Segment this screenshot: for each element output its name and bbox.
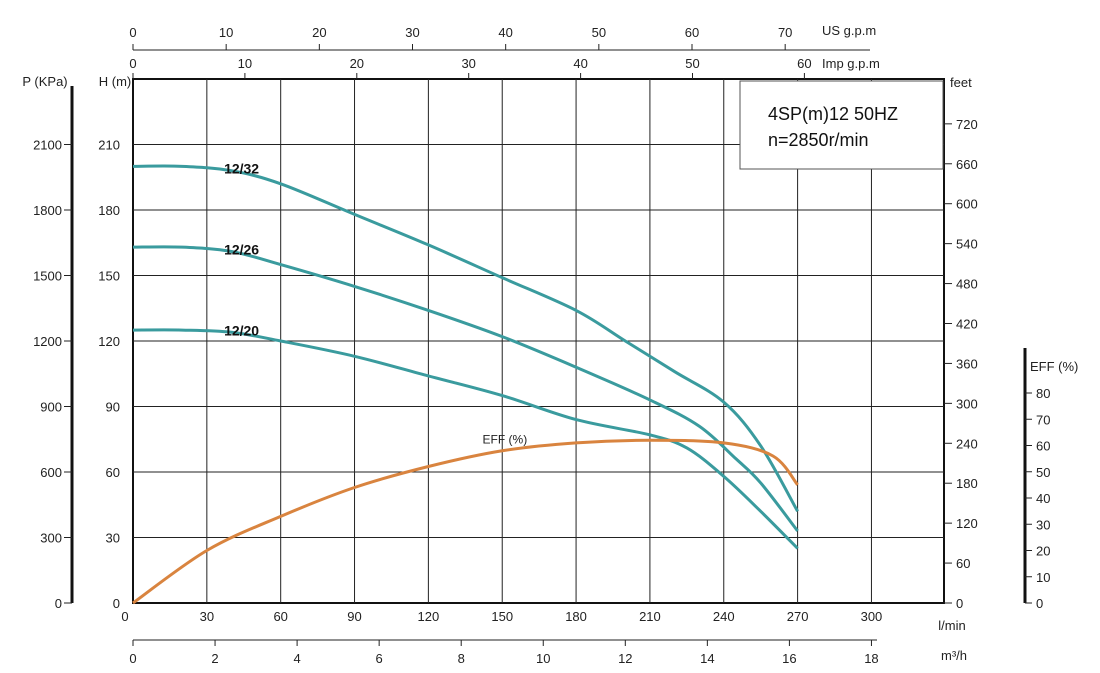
feet-tick-label: 120 <box>956 516 978 531</box>
pressure-tick-label: 900 <box>40 400 62 415</box>
info-box-frame <box>739 80 944 170</box>
us-gpm-tick-label: 30 <box>405 25 419 40</box>
pressure-tick-label: 1800 <box>33 203 62 218</box>
us-gpm-tick-label: 0 <box>129 25 136 40</box>
us-gpm-tick-label: 20 <box>312 25 326 40</box>
feet-tick-label: 360 <box>956 356 978 371</box>
imp-gpm-tick-label: 10 <box>238 56 252 71</box>
eff-tick-label: 50 <box>1036 465 1050 480</box>
imp-gpm-tick-label: 50 <box>685 56 699 71</box>
feet-tick-label: 420 <box>956 316 978 331</box>
x-tick-label-lpm: 0 <box>121 609 128 624</box>
us-gpm-tick-label: 50 <box>592 25 606 40</box>
x-tick-label-lpm: 120 <box>418 609 440 624</box>
feet-tick-label: 720 <box>956 117 978 132</box>
m3h-tick-label: 18 <box>864 651 878 666</box>
eff-tick-label: 40 <box>1036 491 1050 506</box>
m3h-tick-label: 8 <box>458 651 465 666</box>
curve-eff <box>132 438 799 605</box>
m3h-tick-label: 16 <box>782 651 796 666</box>
x-tick-label-lpm: 90 <box>347 609 361 624</box>
x-tick-label-lpm: 60 <box>273 609 287 624</box>
curve-label-eff: EFF (%) <box>483 432 528 446</box>
feet-tick-label: 240 <box>956 436 978 451</box>
head-tick-label: 30 <box>106 531 120 546</box>
head-axis-unit: H (m) <box>99 74 132 89</box>
pressure-tick-label: 2100 <box>33 138 62 153</box>
us-gpm-tick-label: 60 <box>685 25 699 40</box>
eff-tick-label: 10 <box>1036 570 1050 585</box>
head-tick-label: 150 <box>98 269 120 284</box>
head-tick-label: 120 <box>98 334 120 349</box>
feet-tick-label: 180 <box>956 476 978 491</box>
curve-label-12-20: 12/20 <box>224 322 259 338</box>
x-tick-label-lpm: 150 <box>491 609 513 624</box>
imp-gpm-tick-label: 0 <box>129 56 136 71</box>
m3h-tick-label: 0 <box>129 651 136 666</box>
eff-tick-label: 80 <box>1036 386 1050 401</box>
feet-axis-unit: feet <box>950 75 972 90</box>
x-axis-unit-lpm: l/min <box>938 618 965 633</box>
pressure-tick-label: 1200 <box>33 334 62 349</box>
feet-tick-label: 480 <box>956 277 978 292</box>
curve-12-26 <box>132 245 799 532</box>
eff-tick-label: 30 <box>1036 517 1050 532</box>
head-tick-label: 180 <box>98 203 120 218</box>
curve-label-12-26: 12/26 <box>224 241 259 257</box>
eff-tick-label: 0 <box>1036 596 1043 611</box>
us-gpm-unit: US g.p.m <box>822 23 876 38</box>
us-gpm-tick-label: 40 <box>498 25 512 40</box>
feet-tick-label: 540 <box>956 237 978 252</box>
pressure-tick-label: 1500 <box>33 269 62 284</box>
eff-axis-unit: EFF (%) <box>1030 359 1078 374</box>
us-gpm-tick-label: 70 <box>778 25 792 40</box>
info-box: 4SP(m)12 50HZ n=2850r/min <box>739 80 944 170</box>
chart-subtitle: n=2850r/min <box>768 130 869 150</box>
curve-label-12-32: 12/32 <box>224 161 259 177</box>
curve-12-20 <box>132 328 799 550</box>
x-tick-label-lpm: 180 <box>565 609 587 624</box>
m3h-tick-label: 4 <box>293 651 300 666</box>
x-tick-label-lpm: 210 <box>639 609 661 624</box>
x-tick-label-lpm: 300 <box>861 609 883 624</box>
feet-tick-label: 300 <box>956 396 978 411</box>
x-axis-unit-m3h: m³/h <box>941 648 967 663</box>
head-tick-label: 60 <box>106 465 120 480</box>
head-tick-label: 210 <box>98 138 120 153</box>
pressure-axis-unit: P (KPa) <box>22 74 67 89</box>
m3h-tick-label: 10 <box>536 651 550 666</box>
imp-gpm-tick-label: 30 <box>461 56 475 71</box>
curve-12-32 <box>132 164 799 513</box>
feet-tick-label: 600 <box>956 197 978 212</box>
data-series: 12/32 12/26 12/20 EFF (%) <box>132 161 799 605</box>
imp-gpm-unit: Imp g.p.m <box>822 56 880 71</box>
feet-tick-label: 660 <box>956 157 978 172</box>
x-tick-label-lpm: 240 <box>713 609 735 624</box>
m3h-tick-label: 6 <box>376 651 383 666</box>
x-tick-label-lpm: 30 <box>200 609 214 624</box>
eff-tick-label: 70 <box>1036 412 1050 427</box>
m3h-tick-label: 2 <box>211 651 218 666</box>
head-tick-label: 0 <box>113 596 120 611</box>
imp-gpm-tick-label: 20 <box>350 56 364 71</box>
pressure-tick-label: 300 <box>40 531 62 546</box>
feet-tick-label: 0 <box>956 596 963 611</box>
us-gpm-tick-label: 10 <box>219 25 233 40</box>
head-tick-label: 90 <box>106 400 120 415</box>
eff-tick-label: 60 <box>1036 439 1050 454</box>
x-tick-label-lpm: 270 <box>787 609 809 624</box>
eff-tick-label: 20 <box>1036 544 1050 559</box>
imp-gpm-tick-label: 40 <box>573 56 587 71</box>
feet-tick-label: 60 <box>956 556 970 571</box>
pressure-tick-label: 600 <box>40 465 62 480</box>
chart-title: 4SP(m)12 50HZ <box>768 104 898 124</box>
m3h-tick-label: 12 <box>618 651 632 666</box>
m3h-tick-label: 14 <box>700 651 714 666</box>
pressure-tick-label: 0 <box>55 596 62 611</box>
imp-gpm-tick-label: 60 <box>797 56 811 71</box>
